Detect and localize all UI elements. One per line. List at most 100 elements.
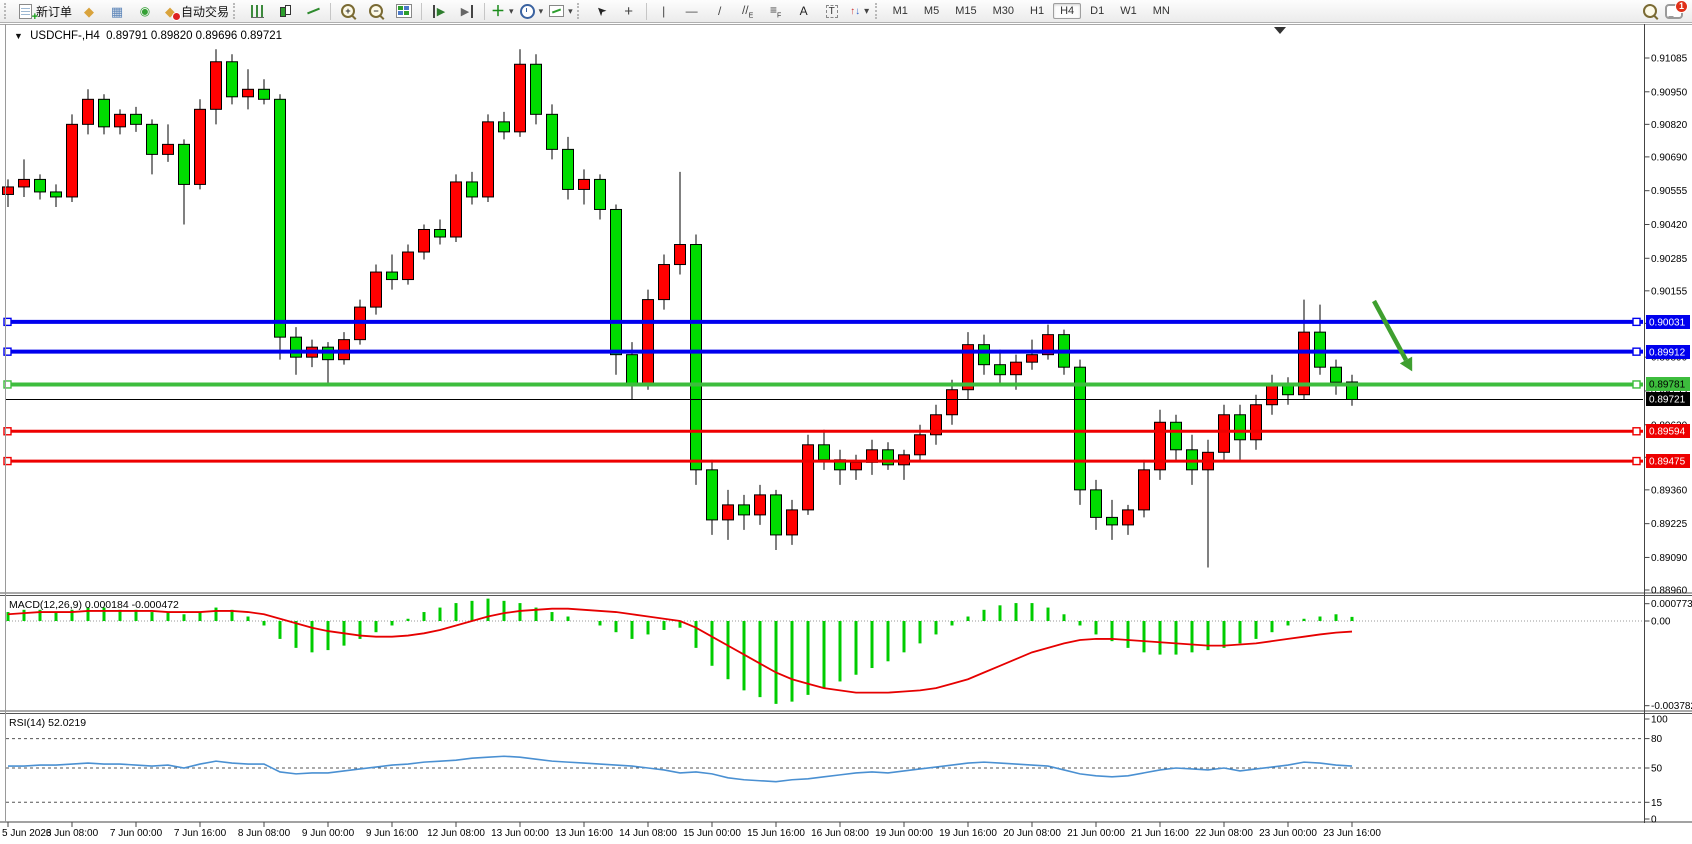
toolbar-grip[interactable] xyxy=(874,3,882,19)
axis-label: 21 Jun 00:00 xyxy=(1067,828,1125,839)
chart-shift-marker[interactable] xyxy=(1274,27,1286,34)
axis-label: 0.89090 xyxy=(1651,553,1688,564)
line-handle[interactable] xyxy=(3,347,12,356)
rsi-line xyxy=(8,755,1353,783)
candle xyxy=(146,123,158,155)
horizontal-line-button[interactable]: — xyxy=(678,0,706,22)
line-handle[interactable] xyxy=(1632,427,1641,436)
chart-shift-icon: ▶ xyxy=(461,4,474,18)
axis-label: 0.90285 xyxy=(1651,254,1688,265)
bar-chart-button[interactable] xyxy=(243,0,271,22)
zoom-in-button[interactable]: + xyxy=(334,0,362,22)
cursor-button[interactable]: ➤ xyxy=(587,0,615,22)
candle xyxy=(770,494,782,536)
candle xyxy=(18,178,30,188)
candle xyxy=(626,354,638,386)
timeframe-MN[interactable]: MN xyxy=(1152,5,1170,17)
candle xyxy=(978,344,990,366)
channel-button[interactable]: //E xyxy=(734,0,762,22)
price-badge xyxy=(1646,424,1690,438)
line-handle[interactable] xyxy=(1632,317,1641,327)
price-badge xyxy=(1646,315,1690,329)
text-label-button[interactable]: T xyxy=(818,0,846,22)
fibonacci-button[interactable]: ≡F xyxy=(762,0,790,22)
gold-button[interactable]: ◆ xyxy=(75,0,103,22)
axis-label: 21 Jun 16:00 xyxy=(1131,828,1189,839)
new-order-button[interactable]: + 新订单 xyxy=(14,0,75,23)
chart-menu-caret-icon[interactable]: ▼ xyxy=(14,31,23,41)
candle xyxy=(946,389,958,416)
candle xyxy=(1266,384,1278,406)
arrow-annotation[interactable] xyxy=(1372,299,1408,362)
line-handle[interactable] xyxy=(3,427,12,436)
chat-icon[interactable]: 1 xyxy=(1665,0,1688,19)
candle xyxy=(882,449,894,466)
axis-label: 80 xyxy=(1651,734,1663,745)
candle xyxy=(162,143,174,155)
chart-shift-button[interactable]: ▶ xyxy=(453,0,481,22)
vertical-line-button[interactable]: | xyxy=(650,0,678,22)
line-handle[interactable] xyxy=(1632,347,1641,356)
axis-label: 19 Jun 00:00 xyxy=(875,828,933,839)
timeframe-M5[interactable]: M5 xyxy=(923,5,940,17)
timeframe-M15[interactable]: M15 xyxy=(955,5,977,17)
line-handle[interactable] xyxy=(1632,380,1641,389)
tile-windows-icon xyxy=(396,4,413,18)
trendline-button[interactable]: / xyxy=(706,0,734,22)
candle xyxy=(690,244,702,471)
channel-icon: //E xyxy=(741,2,754,20)
line-handle[interactable] xyxy=(1632,456,1641,466)
market-panel-button[interactable]: ▦ xyxy=(103,0,131,22)
notification-badge: 1 xyxy=(1675,0,1688,13)
line-chart-button[interactable] xyxy=(299,0,327,22)
rsi-name: RSI(14) xyxy=(9,717,46,729)
zoom-out-button[interactable]: − xyxy=(362,0,390,22)
axis-label: 0.00 xyxy=(1651,617,1671,628)
search-icon[interactable] xyxy=(1643,4,1657,18)
candle xyxy=(722,504,734,521)
line-handle[interactable] xyxy=(3,456,12,466)
candle xyxy=(194,108,206,185)
arrows-button[interactable]: ↑↓ ▾ xyxy=(846,0,874,22)
line-handle[interactable] xyxy=(3,380,12,389)
axis-label: 0.89475 xyxy=(1649,457,1686,468)
candle xyxy=(850,461,862,471)
timeframe-H1[interactable]: H1 xyxy=(1030,5,1045,17)
timeframe-M30[interactable]: M30 xyxy=(992,5,1014,17)
timeframe-H4[interactable]: H4 xyxy=(1053,3,1082,19)
tile-windows-button[interactable] xyxy=(390,0,418,22)
toolbar-grip[interactable] xyxy=(576,3,584,19)
candle xyxy=(674,244,686,266)
templates-button[interactable]: ▾ xyxy=(546,0,576,22)
arrow-annotation-head[interactable] xyxy=(1399,356,1413,372)
candle xyxy=(226,61,238,98)
axis-label: 0.000773 xyxy=(1651,599,1692,610)
axis-label: 0.90820 xyxy=(1651,120,1688,131)
text-label-icon: T xyxy=(825,4,838,18)
periods-button[interactable]: ▾ xyxy=(517,0,547,22)
timeframe-W1[interactable]: W1 xyxy=(1120,5,1137,17)
axis-label: 0.89755 xyxy=(1651,386,1688,397)
auto-scroll-button[interactable]: ▶ xyxy=(425,0,453,22)
axis-label: 15 Jun 00:00 xyxy=(683,828,741,839)
indicators-button[interactable]: ＋ ▾ xyxy=(488,0,517,22)
auto-trading-button[interactable]: ◆ 自动交易 xyxy=(159,0,232,22)
candle xyxy=(66,123,78,198)
candle xyxy=(786,509,798,536)
candle xyxy=(1138,469,1150,511)
price-badge xyxy=(1646,345,1690,359)
signal-button[interactable]: ◉ xyxy=(131,0,159,22)
toolbar-grip[interactable] xyxy=(233,3,240,19)
candlestick-button[interactable] xyxy=(271,0,299,22)
line-handle[interactable] xyxy=(3,317,12,327)
timeframe-D1[interactable]: D1 xyxy=(1090,5,1105,17)
candle xyxy=(562,148,574,190)
toolbar-grip[interactable] xyxy=(4,3,11,19)
timeframe-M1[interactable]: M1 xyxy=(892,5,908,17)
crosshair-button[interactable]: + xyxy=(615,0,643,22)
rsi-value: 52.0219 xyxy=(48,717,87,729)
candle xyxy=(434,228,446,238)
text-button[interactable]: A xyxy=(790,0,818,22)
chevron-down-icon: ▾ xyxy=(538,5,544,16)
